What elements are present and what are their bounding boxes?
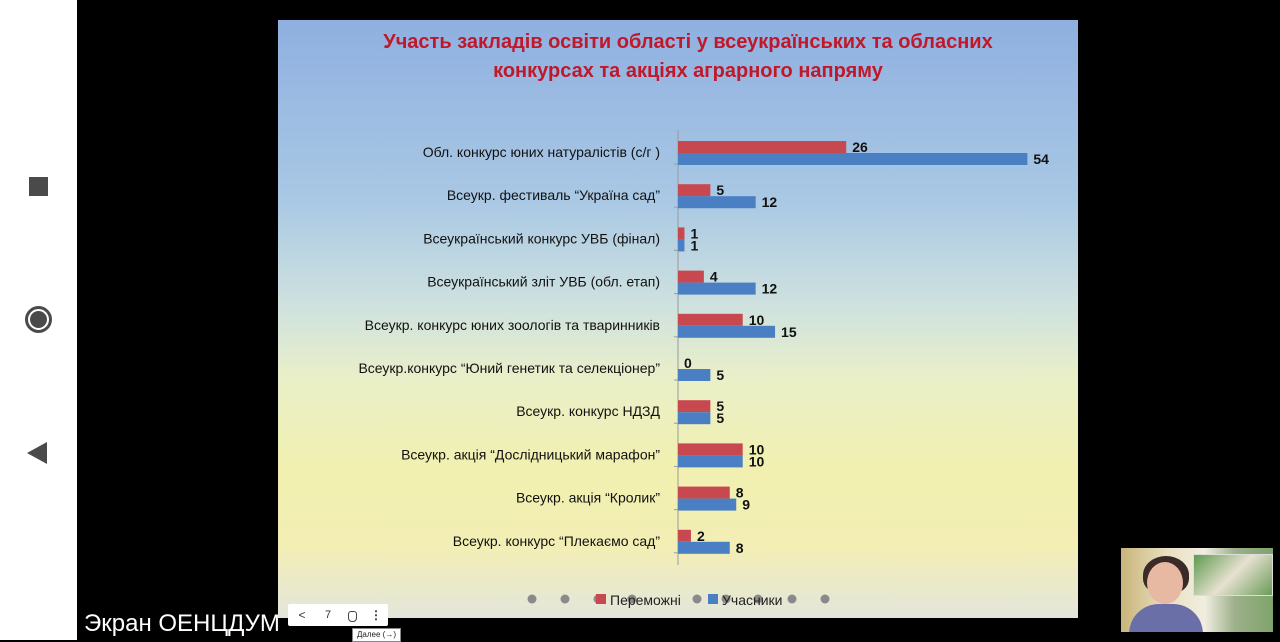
- next-slide-hand-icon[interactable]: [344, 604, 362, 626]
- bar-winners: [678, 443, 743, 456]
- category-label: Всеукр. конкурс юних зоологів та тваринн…: [365, 317, 660, 333]
- slide-number[interactable]: 7: [324, 609, 332, 621]
- data-label: 5: [716, 398, 724, 414]
- category-label: Обл. конкурс юних натуралістів (с/г ): [423, 144, 660, 160]
- legend-label-winners: Переможні: [610, 592, 681, 608]
- legend-dot: [527, 594, 537, 604]
- data-label: 12: [762, 194, 778, 210]
- data-label: 0: [684, 355, 692, 371]
- legend-dot: [753, 594, 763, 604]
- category-label: Всеукр. конкурс НДЗД: [516, 403, 660, 419]
- bar-participants: [678, 282, 756, 295]
- data-label: 1: [690, 237, 698, 253]
- bar-winners: [678, 227, 685, 240]
- screen-share-label: Экран ОЕНЦДУМ: [84, 610, 280, 637]
- data-label: 10: [749, 441, 765, 457]
- data-label: 4: [710, 269, 718, 285]
- bar-chart: Обл. конкурс юних натуралістів (с/г ) 26 5…: [358, 130, 1049, 608]
- data-label: 5: [716, 182, 724, 198]
- category-label: Всеукр. акція “Дослідницький марафон”: [401, 446, 660, 462]
- bar-participants: [678, 239, 685, 252]
- webcam-person-face: [1147, 562, 1183, 604]
- category-label: Всеукр. акція “Кролик”: [516, 490, 660, 506]
- bar-winners: [678, 529, 691, 542]
- more-options-button[interactable]: ⋮: [370, 608, 382, 622]
- data-label: 2: [697, 528, 705, 544]
- back-triangle-icon[interactable]: [20, 433, 58, 471]
- category-label: Всеукр. фестиваль “Україна сад”: [447, 187, 660, 203]
- category-label: Всеукраїнський конкурс УВБ (фінал): [423, 230, 660, 246]
- bar-winners: [678, 141, 847, 153]
- bar-participants: [678, 498, 737, 511]
- data-label: 9: [742, 497, 750, 513]
- category-label: Всеукр.конкурс “Юний генетик та селекціо…: [358, 360, 660, 376]
- webcam-thumbnail[interactable]: [1121, 548, 1273, 632]
- data-label: 8: [736, 540, 744, 556]
- bar-winners: [678, 270, 704, 283]
- legend-dot: [692, 594, 702, 604]
- data-label: 54: [1033, 151, 1049, 167]
- bar-participants: [678, 455, 743, 468]
- android-nav-bar: [0, 0, 77, 640]
- data-label: 1: [690, 225, 698, 241]
- data-label: 10: [749, 312, 765, 328]
- bar-participants: [678, 153, 1028, 165]
- bar-participants: [678, 412, 711, 425]
- legend-swatch-winners: [596, 594, 606, 604]
- bar-participants: [678, 369, 711, 381]
- legend-label-participants: Учасники: [722, 592, 782, 608]
- data-label: 10: [749, 453, 765, 469]
- recent-apps-square-icon[interactable]: [20, 168, 58, 206]
- slide-title-line-2: конкурсах та акціях аграрного напряму: [493, 60, 883, 82]
- data-label: 12: [762, 281, 778, 297]
- home-circle-icon[interactable]: [20, 301, 58, 339]
- slide-navigation-toolbar: < 7 ⋮: [288, 604, 388, 626]
- legend-dot: [787, 594, 797, 604]
- presentation-slide: Участь закладів освіти області у всеукра…: [278, 20, 1078, 618]
- legend-dot: [560, 594, 570, 604]
- legend-dot: [627, 594, 637, 604]
- legend-dot: [721, 594, 731, 604]
- slide-title: Участь закладів освіти області у всеукра…: [318, 28, 1058, 86]
- bar-winners: [678, 184, 711, 197]
- category-label: Всеукр. конкурс “Плекаємо сад”: [453, 533, 661, 549]
- data-label: 5: [716, 367, 724, 383]
- bar-winners: [678, 313, 743, 326]
- category-label: Всеукраїнський зліт УВБ (обл. етап): [427, 274, 660, 290]
- bar-participants: [678, 541, 730, 554]
- data-label: 5: [716, 410, 724, 426]
- data-label: 15: [781, 324, 797, 340]
- data-label: 26: [852, 139, 868, 155]
- bar-winners: [678, 400, 711, 413]
- webcam-poster: [1193, 554, 1273, 596]
- prev-slide-button[interactable]: <: [298, 608, 306, 622]
- slide-title-line-1: Участь закладів освіти області у всеукра…: [383, 31, 993, 53]
- bar-participants: [678, 325, 776, 338]
- data-label: 8: [736, 485, 744, 501]
- bar-participants: [678, 196, 756, 209]
- legend-swatch-participants: [708, 594, 718, 604]
- bar-winners: [678, 486, 730, 499]
- legend-dot: [820, 594, 830, 604]
